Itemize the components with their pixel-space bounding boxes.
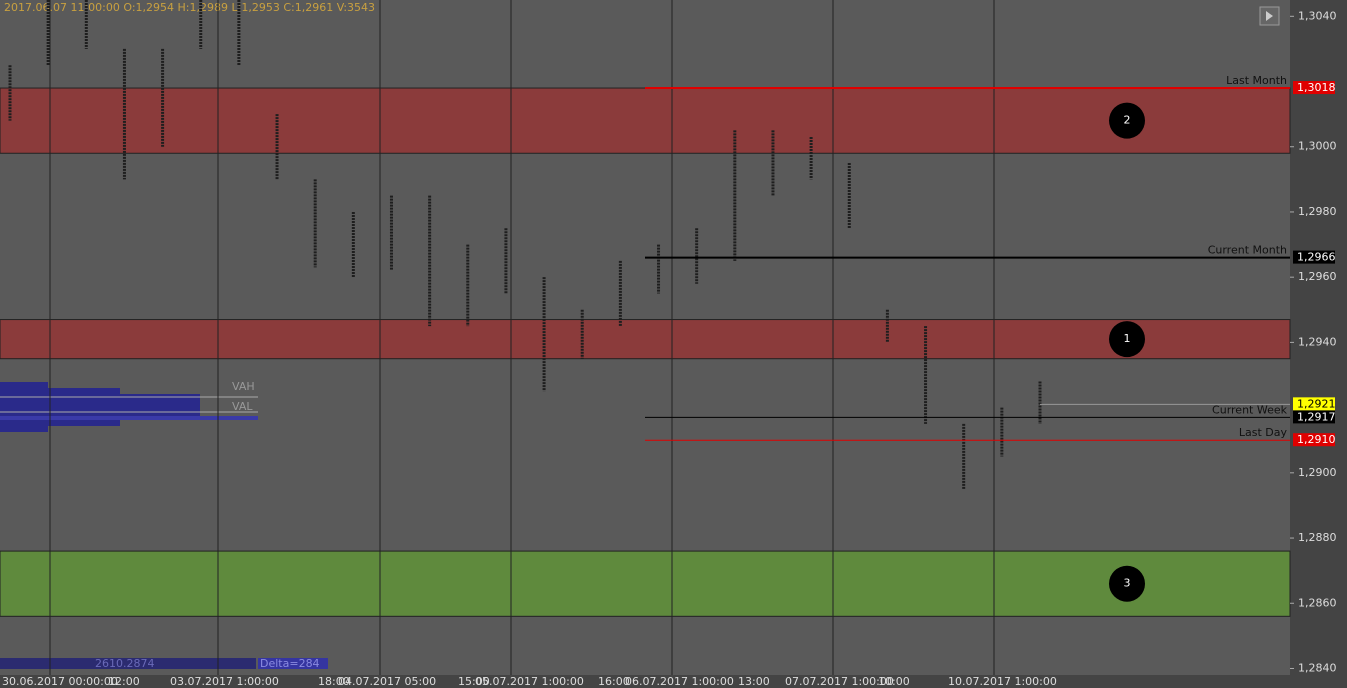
time-label: 18:00 <box>318 675 350 688</box>
y-tick-label: 1,2860 <box>1298 596 1337 609</box>
price-badge <box>1293 397 1335 411</box>
zone <box>0 550 1291 617</box>
y-tick-label: 1,2880 <box>1298 531 1337 544</box>
time-label: 03.07.2017 1:00:00 <box>170 675 279 688</box>
zone <box>0 87 1291 154</box>
price-badge-label: 1,2910 <box>1297 433 1336 446</box>
zone-marker <box>1109 565 1145 602</box>
zone-number: 2 <box>1124 114 1131 127</box>
y-tick-label: 1,2900 <box>1298 466 1337 479</box>
profile-bar <box>0 394 200 420</box>
price-badge-label: 1,2917 <box>1297 410 1336 423</box>
price-badge <box>1293 410 1335 424</box>
val-label: VAL <box>232 400 253 413</box>
time-label: 05.07.2017 1:00:00 <box>475 675 584 688</box>
time-label: 04.07.2017 05:00 <box>338 675 436 688</box>
footer-box <box>258 658 328 669</box>
header: 2017.06.07 11:00:00 O:1,2954 H:1,2989 L:… <box>4 1 375 14</box>
volume-profile <box>0 382 258 432</box>
time-label: 30.06.2017 00:00:00 <box>2 675 118 688</box>
price-badge <box>1293 81 1335 95</box>
zone-number: 1 <box>1124 332 1131 345</box>
zone-marker <box>1109 102 1145 139</box>
footer-volume: 2610.2874 <box>95 657 155 670</box>
price-badge <box>1293 250 1335 264</box>
level-name: Current Month <box>1208 244 1287 257</box>
footer-box <box>0 658 256 669</box>
time-label: 06.07.2017 1:00:00 <box>625 675 734 688</box>
y-tick-label: 1,3040 <box>1298 9 1337 22</box>
zone <box>0 319 1291 360</box>
y-tick-label: 1,2940 <box>1298 335 1337 348</box>
time-label: 15:00 <box>458 675 490 688</box>
footer-delta: Delta=284 <box>260 657 320 670</box>
y-tick-label: 1,3000 <box>1298 140 1337 153</box>
zone-marker <box>1109 321 1145 358</box>
y-tick-label: 1,2840 <box>1298 661 1337 674</box>
time-label: 10.07.2017 1:00:00 <box>948 675 1057 688</box>
level-name: Last Day <box>1239 426 1288 439</box>
level-name: Current Week <box>1212 403 1288 416</box>
time-label: 10:00 <box>878 675 910 688</box>
level-name: Last Month <box>1226 74 1287 87</box>
price-axis <box>1290 0 1347 688</box>
scroll-icon <box>1266 11 1273 21</box>
vah-label: VAH <box>232 380 255 393</box>
time-axis <box>0 675 1290 688</box>
time-label: 12:00 <box>108 675 140 688</box>
y-tick-label: 1,2960 <box>1298 270 1337 283</box>
price-badge-label: 1,3018 <box>1297 81 1336 94</box>
price-badge-label: 1,2966 <box>1297 251 1336 264</box>
time-label: 16:00 <box>598 675 630 688</box>
zone-number: 3 <box>1124 577 1131 590</box>
price-badge-label: 1,2921 <box>1297 397 1336 410</box>
y-tick-label: 1,2980 <box>1298 205 1337 218</box>
profile-bar <box>0 416 258 420</box>
price-badge <box>1293 433 1335 447</box>
time-label: 13:00 <box>738 675 770 688</box>
time-label: 07.07.2017 1:00:00 <box>785 675 894 688</box>
